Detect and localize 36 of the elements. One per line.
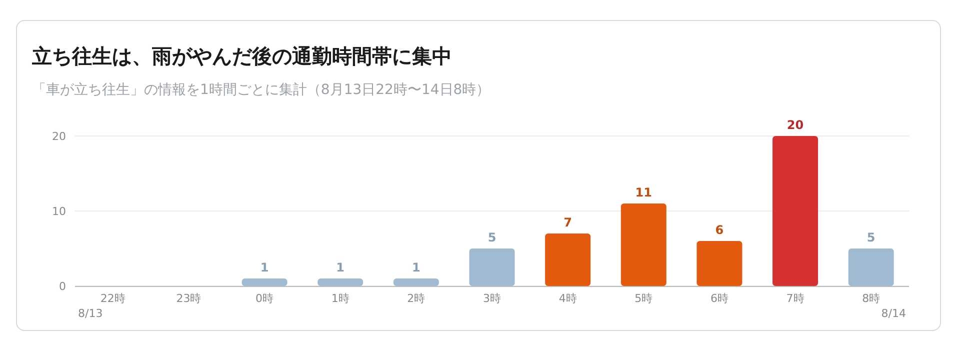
- x-tick-label: 2時: [407, 292, 426, 305]
- data-label: 1: [412, 260, 420, 274]
- y-tick-label: 20: [52, 130, 66, 143]
- bar: [469, 248, 515, 286]
- bar: [545, 234, 591, 286]
- chart-subtitle: 「車が立ち往生」の情報を1時間ごとに集計（8月13日22時〜14日8時）: [32, 82, 490, 98]
- data-label: 11: [635, 186, 652, 200]
- y-tick-label: 0: [59, 280, 66, 293]
- text: 8/13: [78, 307, 103, 320]
- data-label: 5: [866, 230, 876, 244]
- x-tick-label: 3時: [483, 292, 501, 305]
- data-label: 20: [786, 118, 804, 132]
- x-tick-label: 6時: [710, 292, 728, 305]
- bar: [242, 278, 288, 286]
- x-tick-label: 23時: [176, 292, 202, 305]
- text: 8/14: [881, 307, 906, 320]
- bar: [848, 248, 894, 286]
- y-tick-label: 10: [52, 205, 66, 218]
- x-tick-label: 8時: [862, 292, 880, 305]
- x-tick-label: 5時: [634, 292, 653, 305]
- data-label: 5: [488, 230, 496, 244]
- x-tick-label: 22時: [100, 292, 126, 305]
- bar: [696, 241, 742, 286]
- x-tick-label: 1時: [331, 292, 350, 305]
- data-label: 1: [260, 260, 269, 274]
- data-label: 7: [564, 216, 572, 230]
- x-tick-label: 0時: [256, 292, 274, 305]
- x-tick-label: 7時: [786, 292, 804, 305]
- bar: [318, 278, 364, 286]
- bar: [393, 278, 439, 286]
- bar: [772, 136, 818, 286]
- x-tick-label: 4時: [558, 292, 577, 305]
- chart-title: 立ち往生は、雨がやんだ後の通勤時間帯に集中: [31, 44, 452, 68]
- data-label: 6: [715, 223, 724, 237]
- bar: [620, 204, 666, 286]
- data-label: 1: [336, 260, 345, 274]
